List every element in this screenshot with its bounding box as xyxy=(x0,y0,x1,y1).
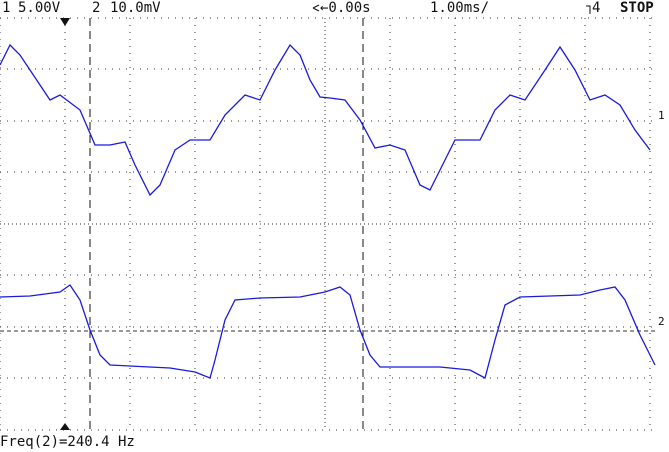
channel-1-waveform xyxy=(0,43,651,197)
ch2-marker: 2 xyxy=(658,315,665,328)
ch1-marker: 1 xyxy=(658,109,665,122)
time-scale: 1.00ms/ xyxy=(430,0,489,16)
ch2-scale: 10.0mV xyxy=(110,0,161,16)
ch1-scale: 5.00V xyxy=(18,0,61,16)
grid xyxy=(0,4,655,431)
ch1-label: 1 xyxy=(2,0,10,16)
measurement: Freq(2)=240.4 Hz xyxy=(0,434,135,450)
channel-2-waveform xyxy=(0,284,656,379)
ch2-label: 2 xyxy=(92,0,100,16)
time-offset: ←0.00s xyxy=(320,0,371,16)
trigger-source: 4 xyxy=(592,0,600,16)
run-status: STOP xyxy=(620,0,654,16)
